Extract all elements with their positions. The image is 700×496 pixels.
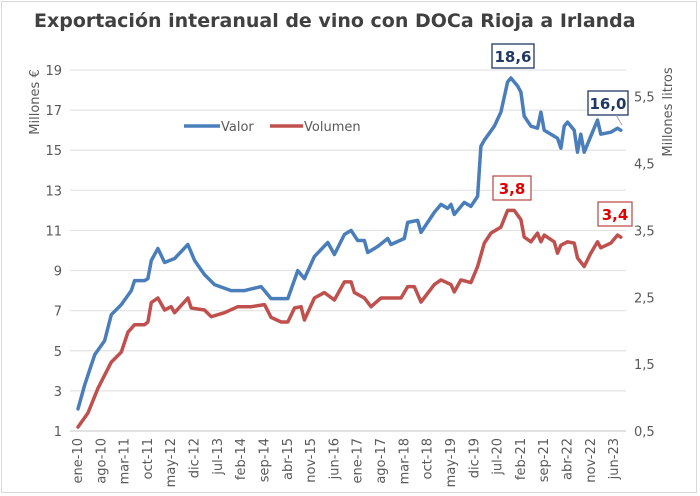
x-tick-label: sep-14: [257, 438, 272, 482]
left-tick-label: 17: [45, 104, 62, 119]
x-tick-label: ago-17: [374, 438, 389, 484]
x-tick-label: ene-17: [351, 438, 366, 483]
left-tick-label: 9: [54, 265, 62, 280]
annotation-label: 3,4: [602, 206, 629, 224]
x-tick-label: dic-19: [467, 438, 482, 478]
right-tick-label: 4,5: [634, 158, 655, 173]
x-tick-label: sep-21: [537, 438, 552, 482]
x-tick-label: jul-20: [491, 438, 506, 476]
x-tick-label: feb-14: [234, 438, 249, 480]
x-tick-label: abr-15: [281, 438, 296, 480]
left-tick-label: 11: [45, 224, 62, 239]
left-tick-label: 19: [45, 64, 62, 79]
left-tick-label: 1: [54, 425, 62, 440]
legend: Valor Volumen: [184, 120, 361, 135]
x-tick-label: feb-21: [514, 438, 529, 480]
annotation-box: [491, 43, 535, 69]
annotation-leader-line: [615, 114, 623, 126]
right-axis-title: Millones litros: [661, 67, 676, 156]
annotation-box: [492, 175, 532, 201]
left-axis-title: Millones €: [28, 69, 43, 134]
x-tick-label: oct-11: [141, 438, 156, 479]
left-tick-label: 15: [45, 144, 62, 159]
annotation-box: [587, 90, 629, 116]
annotation-label: 3,8: [499, 180, 526, 198]
x-tick-label: dic-12: [188, 438, 203, 478]
x-tick-label: abr-22: [561, 438, 576, 480]
x-tick-label: ago-10: [94, 438, 109, 484]
left-tick-label: 13: [45, 184, 62, 199]
right-tick-label: 1,5: [634, 358, 655, 373]
right-tick-label: 2,5: [634, 291, 655, 306]
chart-title: Exportación interanual de vino con DOCa …: [34, 10, 636, 32]
x-tick-label: mar-11: [118, 438, 133, 484]
x-tick-label: oct-18: [421, 438, 436, 479]
right-tick-label: 0,5: [634, 425, 655, 440]
x-tick-label: jul-13: [211, 438, 226, 476]
x-tick-label: may-12: [164, 438, 179, 487]
legend-label-volumen: Volumen: [304, 120, 361, 135]
x-tick-label: jun-16: [327, 438, 342, 480]
x-tick-label: ene-10: [71, 438, 86, 483]
legend-label-valor: Valor: [221, 120, 254, 135]
series-line-volumen: [76, 208, 623, 429]
x-tick-label: nov-15: [304, 438, 319, 483]
x-tick-label: jun-23: [607, 438, 622, 480]
annotation-box: [597, 201, 633, 227]
x-tick-label: mar-18: [397, 438, 412, 484]
series-line-valor: [76, 76, 623, 411]
annotation-label: 16,0: [589, 95, 626, 113]
left-tick-label: 3: [54, 385, 62, 400]
left-tick-label: 5: [54, 345, 62, 360]
left-tick-label: 7: [54, 305, 62, 320]
annotation-label: 18,6: [494, 48, 531, 66]
x-tick-label: nov-22: [584, 438, 599, 483]
right-tick-label: 5,5: [634, 91, 655, 106]
right-tick-label: 3,5: [634, 224, 655, 239]
x-tick-label: may-19: [444, 438, 459, 487]
